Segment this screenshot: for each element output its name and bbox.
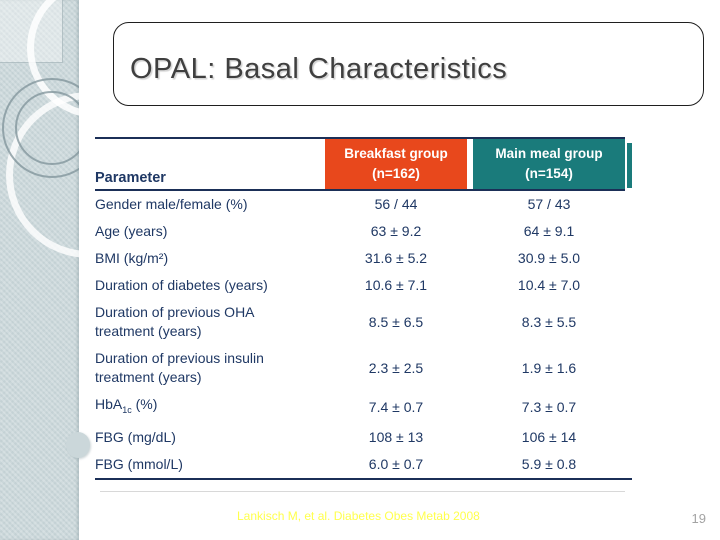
breakfast-group-label: Breakfast group — [344, 145, 448, 161]
table-row: Gender male/female (%) 56 / 44 57 / 43 — [95, 191, 632, 218]
table-row: BMI (kg/m²) 31.6 ± 5.2 30.9 ± 5.0 — [95, 245, 632, 272]
main-meal-value-cell: 5.9 ± 0.8 — [521, 455, 577, 472]
table-row: FBG (mg/dL) 108 ± 13 106 ± 14 — [95, 424, 632, 451]
main-meal-value-cell: 57 / 43 — [527, 196, 571, 212]
parameter-header-label: Parameter — [95, 170, 166, 186]
breakfast-group-n: (n=162) — [372, 166, 420, 181]
breakfast-value-cell: 2.3 ± 2.5 — [368, 359, 424, 376]
slide-title: OPAL: Basal Characteristics — [130, 52, 508, 85]
circle-ornament — [15, 91, 79, 165]
breakfast-value-cell: 7.4 ± 0.7 — [368, 398, 424, 415]
breakfast-value-cell: 56 / 44 — [374, 196, 418, 212]
breakfast-value-cell: 10.6 ± 7.1 — [364, 277, 428, 293]
footer-citation: Lankisch M, et al. Diabetes Obes Metab 2… — [237, 509, 480, 523]
parameter-cell: Gender male/female (%) — [95, 196, 248, 212]
main-meal-group-label: Main meal group — [495, 145, 603, 161]
table-row: Age (years) 63 ± 9.2 64 ± 9.1 — [95, 218, 632, 245]
table-body: Gender male/female (%) 56 / 44 57 / 43 Age … — [95, 191, 632, 478]
table-edge-fragment — [627, 143, 632, 188]
table-row: Duration of previous OHA treatment (year… — [95, 299, 632, 345]
table-row: FBG (mmol/L) 6.0 ± 0.7 5.9 ± 0.8 — [95, 451, 632, 478]
breakfast-value-cell: 63 ± 9.2 — [370, 223, 422, 239]
characteristics-table: Parameter Breakfast group (n=162) Main m… — [95, 130, 632, 492]
main-meal-value-cell: 1.9 ± 1.6 — [521, 359, 577, 376]
sidebar-edge-bump — [66, 432, 90, 458]
parameter-cell: Duration of previous insulin treatment (… — [95, 350, 264, 385]
table-header-row: Parameter Breakfast group (n=162) Main m… — [95, 139, 632, 189]
page-number: 19 — [691, 511, 706, 526]
main-meal-value-cell: 8.3 ± 5.5 — [521, 313, 577, 330]
main-meal-value-cell: 10.4 ± 7.0 — [517, 277, 581, 293]
main-meal-group-n: (n=154) — [525, 166, 573, 181]
title-box: OPAL: Basal Characteristics — [113, 22, 704, 106]
parameter-cell: FBG (mmol/L) — [95, 455, 183, 472]
breakfast-value-cell: 108 ± 13 — [368, 428, 424, 445]
parameter-header-cell: Parameter — [95, 139, 325, 189]
parameter-cell: BMI (kg/m²) — [95, 250, 169, 266]
sidebar-decoration — [0, 0, 79, 540]
main-meal-value-cell: 7.3 ± 0.7 — [521, 398, 577, 415]
main-meal-value-cell: 106 ± 14 — [521, 428, 577, 445]
faint-separator-line — [100, 490, 625, 492]
table-row: HbA1c (%) 7.4 ± 0.7 7.3 ± 0.7 — [95, 391, 632, 424]
table-header-rule — [95, 189, 625, 191]
main-meal-value-cell: 30.9 ± 5.0 — [517, 250, 581, 266]
main-meal-group-header-cell: Main meal group (n=154) — [473, 139, 625, 189]
main-meal-value-cell: 64 ± 9.1 — [523, 223, 575, 239]
parameter-cell: FBG (mg/dL) — [95, 428, 176, 445]
table-row: Duration of diabetes (years) 10.6 ± 7.1 10… — [95, 272, 632, 299]
parameter-cell: Duration of diabetes (years) — [95, 277, 268, 293]
breakfast-value-cell: 8.5 ± 6.5 — [368, 313, 424, 330]
breakfast-group-header-cell: Breakfast group (n=162) — [325, 139, 467, 189]
breakfast-value-cell: 6.0 ± 0.7 — [368, 455, 424, 472]
breakfast-value-cell: 31.6 ± 5.2 — [364, 250, 428, 266]
parameter-cell: Age (years) — [95, 223, 168, 239]
table-top-rule — [95, 137, 625, 139]
table-row: Duration of previous insulin treatment (… — [95, 345, 632, 391]
table-bottom-rule — [95, 477, 632, 480]
parameter-cell: HbA1c (%) — [95, 396, 158, 415]
parameter-cell: Duration of previous OHA treatment (year… — [95, 304, 254, 339]
